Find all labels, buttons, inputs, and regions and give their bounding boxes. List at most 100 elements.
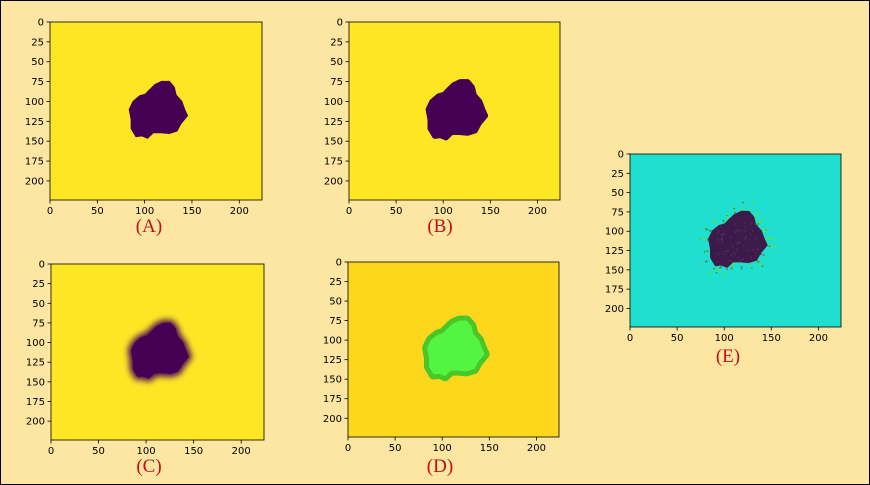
panel-e-blob-speckle xyxy=(740,229,742,232)
caption-c: (C) xyxy=(136,456,162,477)
panel-e-blob-speckle xyxy=(749,233,751,235)
x-tick-label: 0 xyxy=(345,443,351,454)
panel-e-speckle xyxy=(734,212,736,215)
panel-d-plot: 0 25 50 75 100 125 150 175 200 0 50 100 150 200 xyxy=(323,258,560,454)
x-tick-label: 200 xyxy=(528,206,547,217)
y-tick-label: 100 xyxy=(26,338,45,349)
panel-e-blob-speckle xyxy=(720,225,722,228)
x-tick-label: 200 xyxy=(230,206,249,217)
panel-e-blob-speckle xyxy=(736,249,738,251)
panel-e-speckle xyxy=(710,230,712,232)
y-tick-label: 200 xyxy=(25,176,44,187)
panel-e-speckle xyxy=(727,216,729,219)
panel-e-speckle xyxy=(713,267,715,270)
panel-a-plot: 0 25 50 75 100 125 150 175 200 0 50 100 150 200 xyxy=(25,18,263,217)
panel-e-speckle xyxy=(768,245,771,247)
y-tick-label: 50 xyxy=(31,57,44,68)
panel-e-speckle xyxy=(773,246,775,248)
y-tick-label: 0 xyxy=(337,18,343,29)
y-tick-label: 75 xyxy=(32,318,45,329)
caption-b: (B) xyxy=(427,216,453,237)
y-tick-label: 200 xyxy=(26,417,45,428)
y-tick-label: 75 xyxy=(330,77,343,88)
panel-e-plot: 0 25 50 75 100 125 150 175 200 0 50 100 150 200 xyxy=(605,150,842,344)
panel-e-speckle xyxy=(705,260,707,263)
panel-e-blob-speckle xyxy=(720,238,723,241)
panel-e-speckle xyxy=(715,272,718,274)
panel-e-blob-speckle xyxy=(755,251,757,253)
panel-e-speckle xyxy=(756,224,758,226)
panel-e-speckle xyxy=(756,211,759,214)
panel-e-speckle xyxy=(718,269,720,271)
x-tick-label: 100 xyxy=(135,206,154,217)
y-tick-label: 125 xyxy=(25,117,44,128)
x-tick-label: 0 xyxy=(47,206,53,217)
panel-e-blob-speckle xyxy=(751,249,754,251)
panel-b-axes-frame xyxy=(348,21,561,201)
panel-e-blob-speckle xyxy=(721,237,723,239)
y-tick-label: 175 xyxy=(324,157,343,168)
y-tick-label: 125 xyxy=(324,117,343,128)
panel-e-speckle xyxy=(767,238,770,241)
panel-e-speckle xyxy=(705,238,708,241)
x-tick-label: 0 xyxy=(346,206,352,217)
panel-e-blob-speckle xyxy=(723,233,725,235)
y-tick-label: 0 xyxy=(39,260,45,271)
panel-c-plot: 0 25 50 75 100 125 150 175 200 0 50 100 150 200 xyxy=(26,260,265,457)
y-tick-label: 125 xyxy=(605,246,624,257)
y-tick-label: 100 xyxy=(605,227,624,238)
y-tick-label: 125 xyxy=(26,358,45,369)
panel-e-speckle xyxy=(757,222,760,225)
panel-e-blob-speckle xyxy=(736,243,739,245)
panel-e-blob-speckle xyxy=(717,253,719,255)
y-tick-label: 25 xyxy=(329,277,342,288)
x-tick-label: 100 xyxy=(715,333,734,344)
panel-e-blob xyxy=(708,210,768,268)
x-tick-label: 200 xyxy=(232,446,251,457)
panel-e-speckle xyxy=(734,211,736,214)
panel-e-speckle xyxy=(771,238,774,240)
panel-e-blob-speckle xyxy=(744,238,746,240)
y-tick-label: 150 xyxy=(25,137,44,148)
panel-e-speckle xyxy=(726,267,729,269)
panel-e-speckle xyxy=(768,238,771,241)
panel-e-speckle xyxy=(770,245,773,248)
panel-e-blob-speckle xyxy=(725,250,728,252)
panel-e-blob-speckle xyxy=(716,238,719,241)
panel-e-speckle xyxy=(706,228,708,231)
panel-c: 0 25 50 75 100 125 150 175 200 0 50 100 150 200 xyxy=(26,260,265,457)
panel-e-blob-speckle xyxy=(720,234,723,236)
panel-e-speckle xyxy=(756,213,758,215)
panel-e-blob-speckle xyxy=(744,222,746,224)
x-tick-label: 150 xyxy=(184,446,203,457)
y-tick-label: 150 xyxy=(324,137,343,148)
y-tick-label: 25 xyxy=(31,37,44,48)
panel-e-speckle xyxy=(703,251,706,253)
caption-a: (A) xyxy=(135,216,163,237)
panel-e-speckle xyxy=(705,250,707,253)
x-tick-label: 50 xyxy=(390,206,403,217)
x-tick-label: 50 xyxy=(671,333,684,344)
panel-e-speckle xyxy=(700,238,702,240)
panel-e-speckle xyxy=(760,264,763,267)
panel-e-blob-speckle xyxy=(730,254,733,256)
panel-e-blob-speckle xyxy=(737,241,739,243)
panel-e-speckle xyxy=(765,229,767,231)
panel-e-speckle xyxy=(731,265,734,268)
panel-e-speckle xyxy=(740,267,743,270)
panel-e-blob-speckle xyxy=(758,229,761,231)
panel-e-axes-frame xyxy=(629,153,842,328)
y-tick-label: 50 xyxy=(330,57,343,68)
panel-e-speckle xyxy=(742,201,744,204)
panel-e-speckle xyxy=(710,270,713,272)
panel-e-blob-speckle xyxy=(735,229,737,231)
panel-e-speckle xyxy=(707,238,709,241)
panel-e-blob-speckle xyxy=(730,260,732,262)
panel-e-speckle xyxy=(740,262,742,264)
panel-e-speckle xyxy=(762,254,765,256)
panel-e-blob-speckle xyxy=(737,256,739,258)
panel-e-speckle xyxy=(733,206,735,208)
panel-e-blob-speckle xyxy=(717,230,719,232)
y-tick-label: 25 xyxy=(32,279,45,290)
panel-e: 0 25 50 75 100 125 150 175 200 0 50 100 150 200 xyxy=(605,150,842,344)
